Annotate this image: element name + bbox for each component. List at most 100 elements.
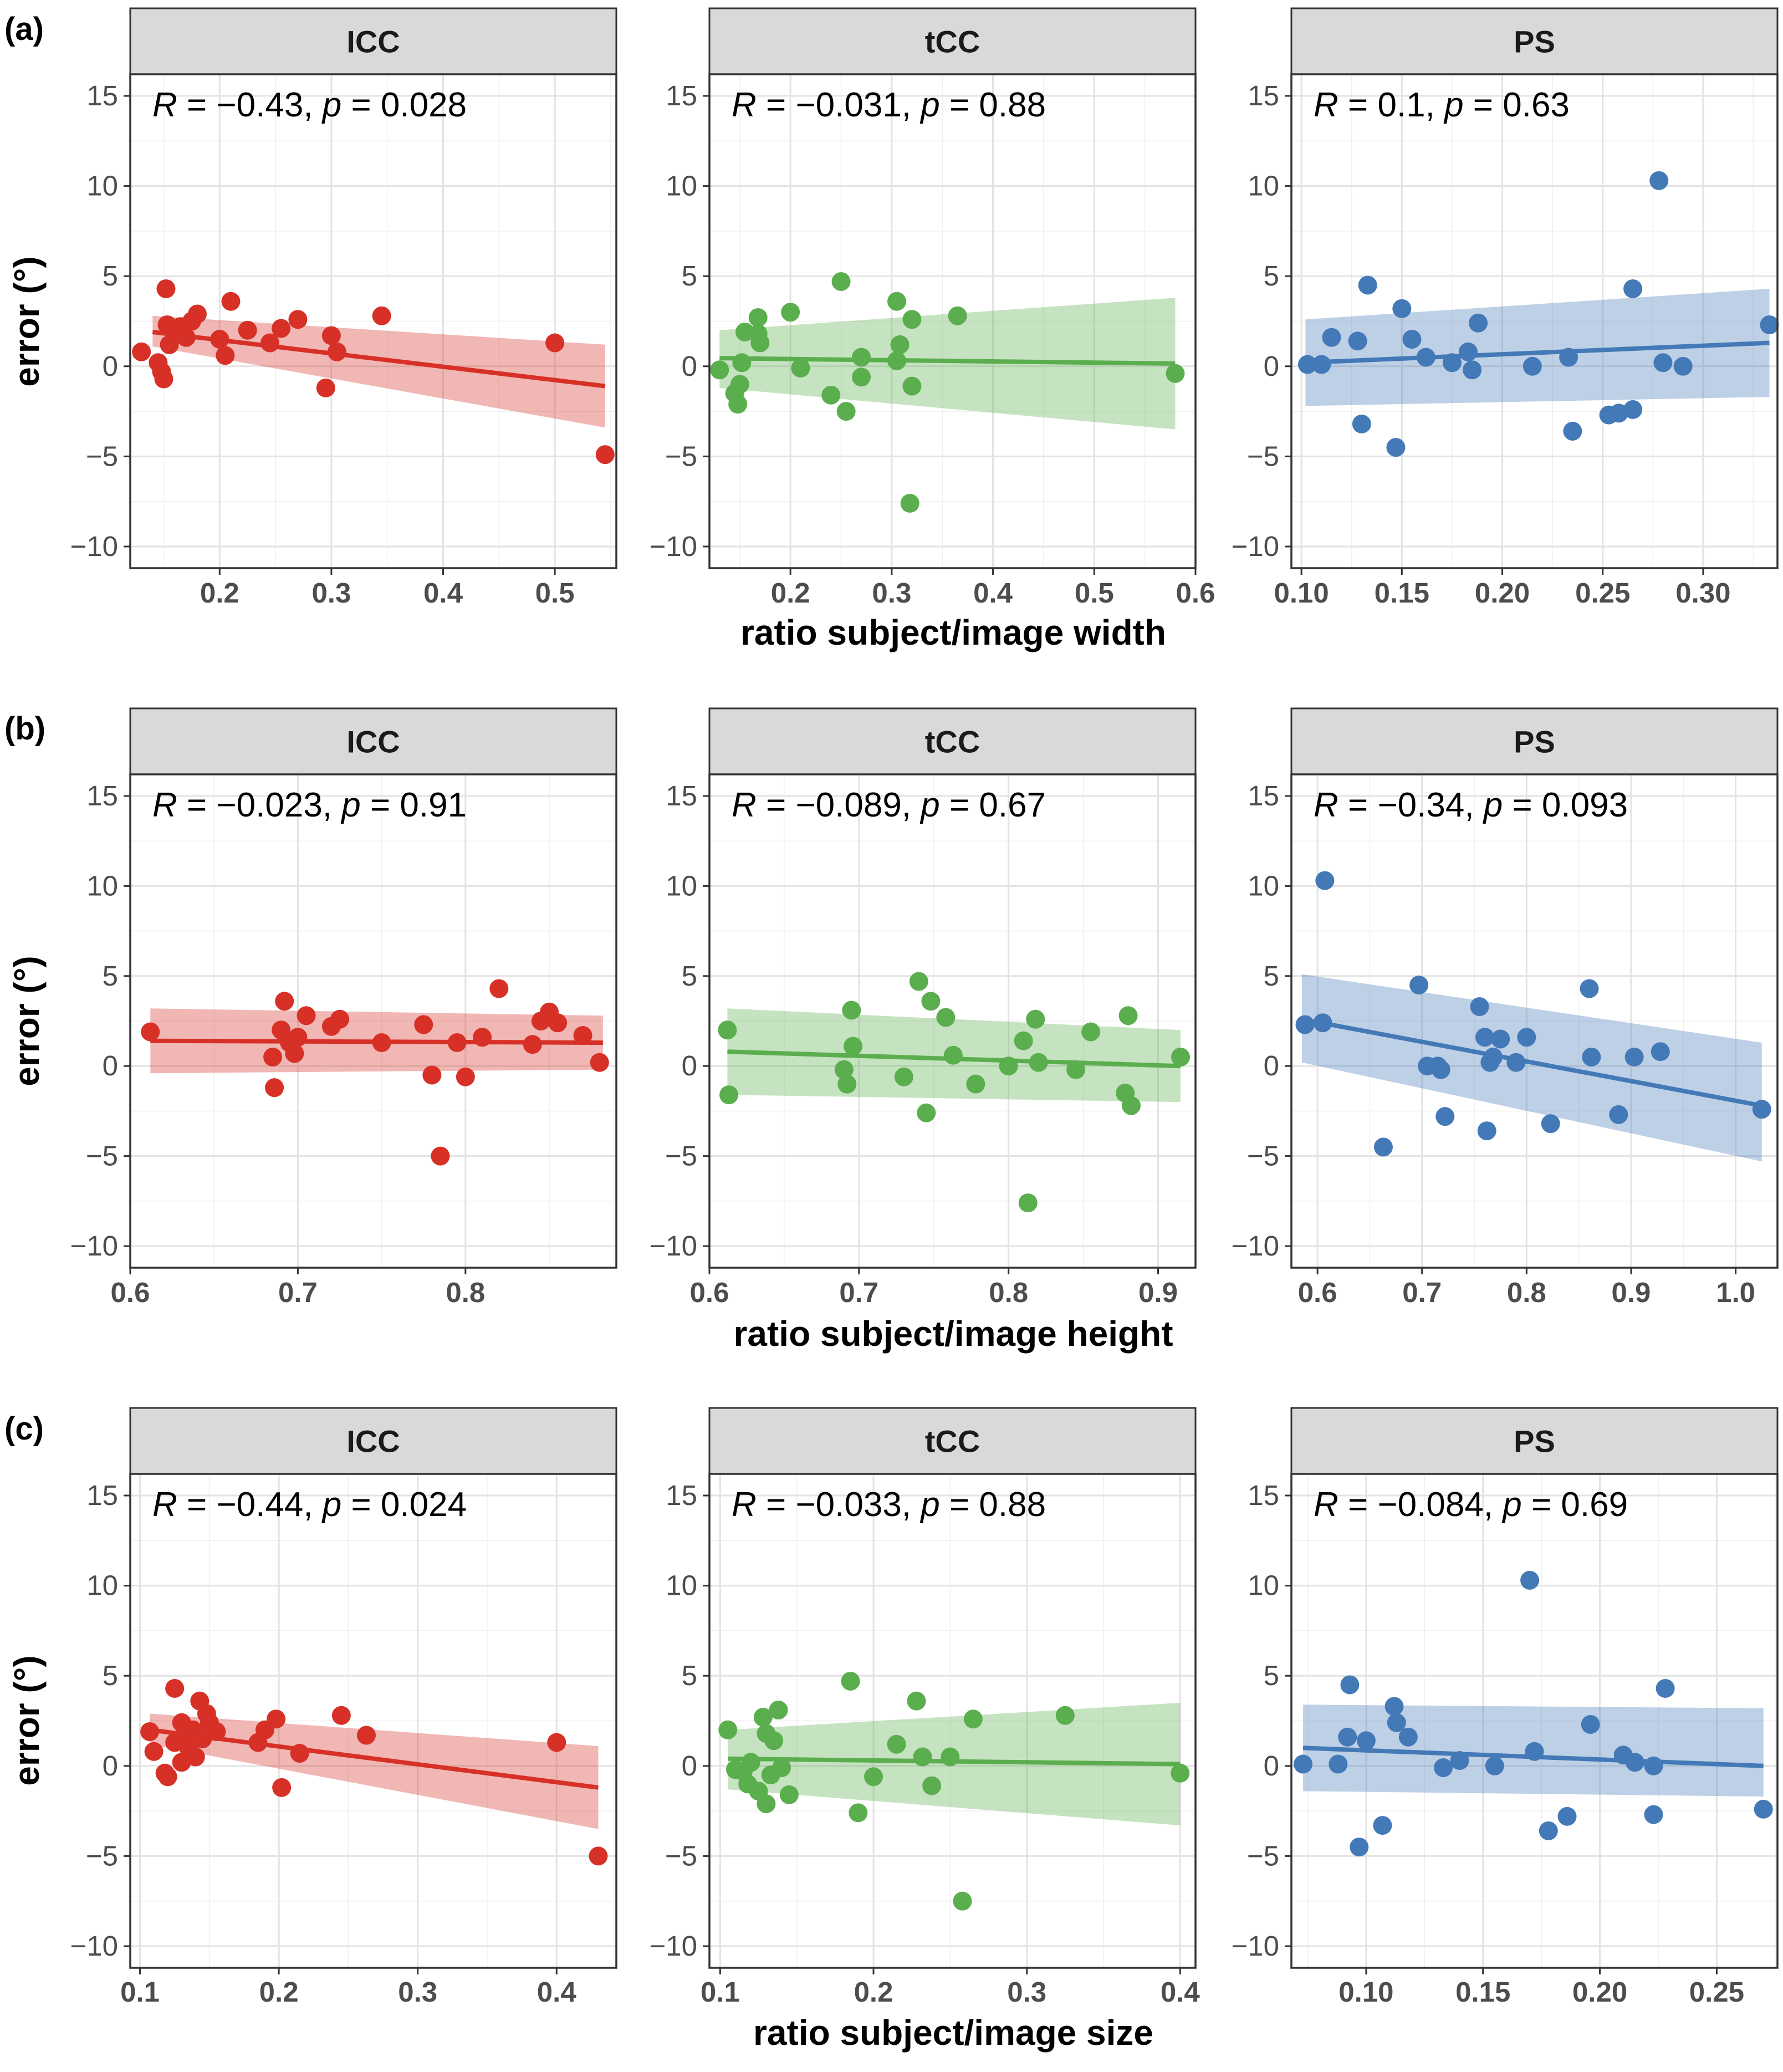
regression-line	[719, 356, 1176, 366]
data-point	[921, 992, 941, 1011]
panel-icc: ICC R = −0.44, p = 0.024 −10 −5 0 5 10 15 0.1 0.2…	[70, 1407, 617, 2008]
y-tick-label: 0	[682, 1050, 697, 1081]
y-tick-label: 15	[666, 80, 697, 111]
data-point	[821, 385, 841, 405]
data-point	[718, 1020, 737, 1040]
y-tick-label: 10	[1248, 170, 1279, 202]
panel-border	[129, 73, 617, 569]
data-point	[547, 1733, 566, 1752]
facet-strip	[1290, 707, 1779, 775]
data-point	[1014, 1031, 1033, 1050]
x-tick-label: 0.3	[398, 1976, 437, 2008]
facet-strip-label: ICC	[346, 724, 400, 759]
y-tick-label: 5	[1264, 960, 1279, 992]
data-point	[1623, 279, 1643, 298]
y-tick-label: 15	[86, 80, 118, 111]
y-tick-label: 10	[666, 170, 697, 202]
data-point	[545, 333, 565, 353]
data-point	[141, 1022, 160, 1042]
data-point	[288, 1028, 308, 1047]
data-point	[769, 1700, 788, 1719]
y-tick-label: −10	[1231, 1930, 1279, 1962]
data-point	[1520, 1570, 1540, 1590]
data-point	[156, 279, 176, 298]
data-point	[1386, 438, 1406, 457]
x-tick-label: 0.2	[854, 1976, 893, 2008]
y-tick-label: 15	[666, 780, 697, 812]
data-point	[316, 378, 335, 397]
data-point	[263, 1047, 283, 1066]
facet-strip-label: PS	[1514, 724, 1555, 759]
x-tick-label: 0.10	[1274, 577, 1329, 609]
x-tick-label: 0.3	[1007, 1976, 1046, 2008]
y-tick-label: 0	[103, 350, 118, 382]
data-point	[1649, 171, 1669, 190]
regression-line	[150, 1038, 603, 1045]
panel-tcc: tCC R = −0.089, p = 0.67 −10 −5 0 5 10 15 0.6 0.7…	[649, 707, 1197, 1308]
data-point	[1760, 315, 1779, 335]
data-point	[154, 369, 173, 389]
facet-strip-label: tCC	[925, 1424, 980, 1459]
data-point	[1384, 1697, 1404, 1716]
x-tick-label: 1.0	[1716, 1277, 1755, 1308]
data-point	[297, 1006, 316, 1025]
regression-line	[727, 1049, 1181, 1069]
data-point	[1475, 1028, 1494, 1047]
correlation-annotation: R = −0.34, p = 0.093	[1314, 786, 1628, 824]
facet-strip-label: tCC	[925, 24, 980, 59]
y-tick-label: 5	[1264, 1660, 1279, 1691]
data-point	[948, 306, 967, 325]
data-point	[1081, 1022, 1101, 1042]
row-label: (c)	[4, 1411, 44, 1447]
y-tick-label: 10	[666, 870, 697, 901]
panel-border	[708, 1473, 1197, 1969]
data-point	[356, 1726, 376, 1745]
data-point	[764, 1731, 784, 1751]
data-point	[748, 308, 768, 327]
data-point	[216, 346, 235, 365]
row-label: (a)	[4, 11, 44, 47]
x-tick-label: 0.9	[1612, 1277, 1651, 1308]
data-point	[1026, 1009, 1045, 1029]
panel-icc: ICC R = −0.023, p = 0.91 −10 −5 0 5 10 15 0.6 0.7…	[70, 707, 617, 1308]
data-point	[887, 1734, 906, 1754]
y-tick-label: 5	[682, 260, 697, 292]
y-tick-label: 5	[682, 960, 697, 992]
x-tick-label: 0.3	[311, 577, 351, 609]
panel-ps: PS R = −0.34, p = 0.093 −10 −5 0 5 10 15 0.6 0.7 0…	[1231, 707, 1779, 1308]
x-tick-label: 0.10	[1338, 1976, 1393, 2008]
data-point	[272, 319, 291, 338]
data-point	[1653, 353, 1673, 372]
data-point	[900, 493, 919, 513]
panel-ps: PS R = −0.084, p = 0.69 −10 −5 0 5 10 15 0.10 0.1…	[1231, 1407, 1779, 2008]
row-a: (a) error (°) ratio subject/image width ICC…	[4, 7, 1779, 652]
data-point	[791, 359, 810, 378]
y-tick-label: −5	[86, 1840, 118, 1871]
y-tick-label: −5	[665, 440, 697, 472]
data-point	[1350, 1838, 1369, 1857]
y-tick-label: 0	[1264, 350, 1279, 382]
facet-strip	[708, 707, 1197, 775]
data-point	[1644, 1805, 1663, 1824]
data-point	[922, 1776, 942, 1795]
data-point	[1356, 1731, 1376, 1751]
y-tick-label: −5	[86, 1140, 118, 1172]
facet-strip-label: PS	[1514, 1424, 1555, 1459]
data-point	[728, 395, 748, 414]
data-point	[730, 375, 749, 394]
data-point	[907, 1691, 926, 1711]
data-point	[909, 972, 928, 991]
data-point	[1754, 1799, 1773, 1819]
x-tick-label: 0.8	[989, 1277, 1028, 1308]
data-point	[1348, 331, 1367, 351]
data-point	[489, 979, 509, 998]
y-tick-label: 10	[86, 1570, 118, 1601]
x-tick-label: 0.25	[1575, 577, 1630, 609]
x-tick-label: 0.2	[259, 1976, 299, 2008]
data-point	[1373, 1137, 1393, 1157]
panel-border	[708, 73, 1197, 569]
y-tick-label: −5	[1247, 1140, 1279, 1172]
data-point	[288, 310, 308, 329]
x-tick-label: 0.15	[1455, 1976, 1510, 2008]
data-point	[132, 342, 151, 361]
